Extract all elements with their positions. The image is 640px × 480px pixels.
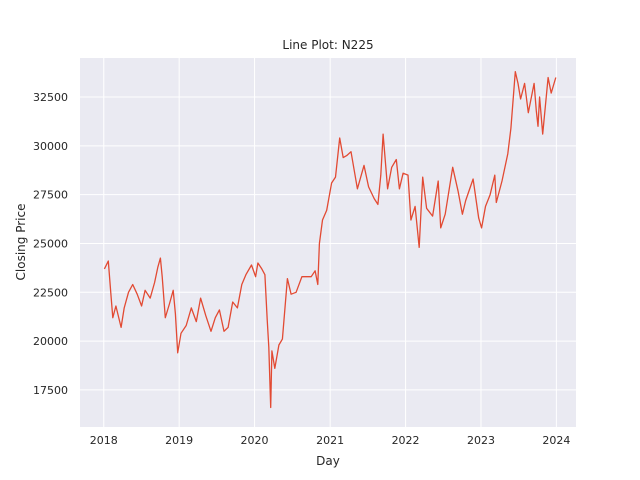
y-tick-label: 22500 [33,286,68,299]
y-axis-label: Closing Price [14,204,28,281]
x-tick-label: 2024 [542,434,570,447]
x-tick-label: 2023 [467,434,495,447]
y-tick-label: 25000 [33,237,68,250]
x-tick-label: 2018 [90,434,118,447]
x-tick-label: 2020 [241,434,269,447]
x-tick-label: 2021 [316,434,344,447]
x-tick-label: 2022 [392,434,420,447]
chart-title: Line Plot: N225 [282,38,373,52]
x-tick-label: 2019 [165,434,193,447]
y-axis-ticks: 17500 20000 22500 25000 27500 30000 32500 [33,91,68,397]
y-tick-label: 27500 [33,189,68,202]
series-layer [103,71,557,409]
y-tick-label: 32500 [33,91,68,104]
y-tick-label: 17500 [33,384,68,397]
plot-area [80,58,576,427]
y-tick-label: 20000 [33,335,68,348]
gridlines [80,58,576,427]
series-line [103,71,557,409]
y-tick-label: 30000 [33,140,68,153]
x-axis-label: Day [316,454,340,468]
x-axis-ticks: 2018 2019 2020 2021 2022 2023 2024 [90,434,571,447]
